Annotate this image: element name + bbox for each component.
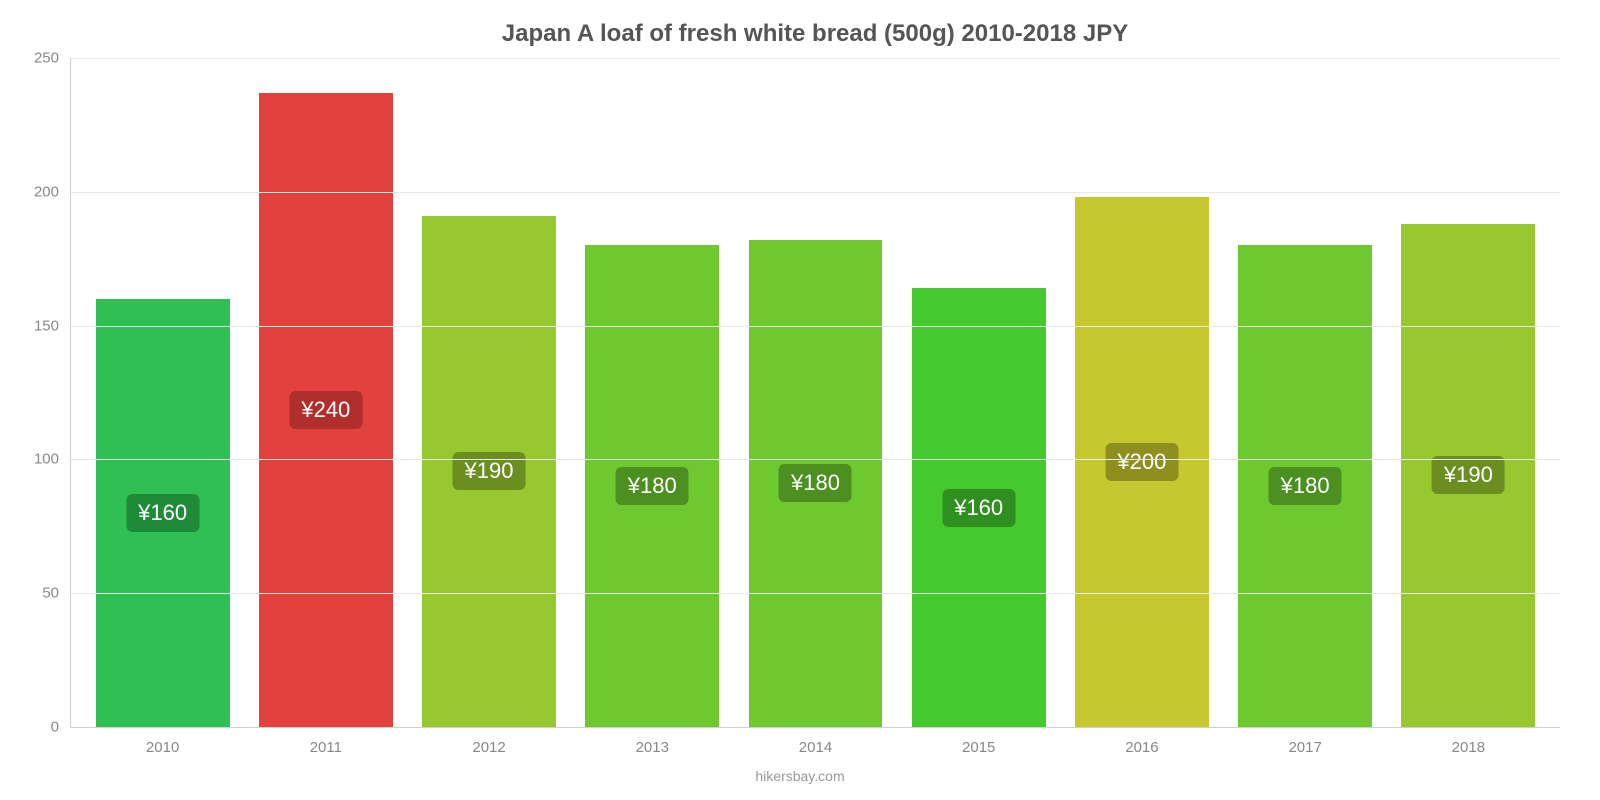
bar: ¥190 bbox=[1401, 224, 1535, 727]
bars-wrap: ¥1602010¥2402011¥1902012¥1802013¥1802014… bbox=[71, 58, 1560, 727]
y-tick-label: 200 bbox=[34, 183, 71, 200]
bar-slot: ¥1902018 bbox=[1387, 58, 1550, 727]
bar-value-label: ¥160 bbox=[942, 489, 1015, 527]
bar-value-label: ¥190 bbox=[1432, 456, 1505, 494]
bar-slot: ¥2402011 bbox=[244, 58, 407, 727]
y-tick-label: 50 bbox=[42, 585, 71, 602]
gridline bbox=[71, 58, 1560, 59]
chart-title: Japan A loaf of fresh white bread (500g)… bbox=[70, 20, 1560, 48]
bar: ¥160 bbox=[912, 288, 1046, 727]
y-tick-label: 150 bbox=[34, 317, 71, 334]
bar: ¥160 bbox=[96, 299, 230, 727]
bar-slot: ¥1802014 bbox=[734, 58, 897, 727]
bar-slot: ¥1802013 bbox=[571, 58, 734, 727]
bar-value-label: ¥200 bbox=[1105, 443, 1178, 481]
gridline bbox=[71, 326, 1560, 327]
bar-slot: ¥2002016 bbox=[1060, 58, 1223, 727]
bar-value-label: ¥180 bbox=[779, 464, 852, 502]
bar: ¥180 bbox=[1238, 245, 1372, 727]
bar-slot: ¥1902012 bbox=[407, 58, 570, 727]
bar-value-label: ¥180 bbox=[1269, 467, 1342, 505]
x-tick-label: 2017 bbox=[1288, 727, 1321, 756]
plot-area: ¥1602010¥2402011¥1902012¥1802013¥1802014… bbox=[70, 58, 1560, 728]
x-tick-label: 2015 bbox=[962, 727, 995, 756]
bar: ¥200 bbox=[1075, 197, 1209, 727]
x-tick-label: 2016 bbox=[1125, 727, 1158, 756]
bar-slot: ¥1602015 bbox=[897, 58, 1060, 727]
y-tick-label: 250 bbox=[34, 50, 71, 67]
x-tick-label: 2012 bbox=[472, 727, 505, 756]
bar-slot: ¥1602010 bbox=[81, 58, 244, 727]
y-tick-label: 0 bbox=[51, 719, 71, 736]
bar-value-label: ¥160 bbox=[126, 494, 199, 532]
bar-value-label: ¥240 bbox=[289, 391, 362, 429]
x-tick-label: 2014 bbox=[799, 727, 832, 756]
gridline bbox=[71, 192, 1560, 193]
bar-value-label: ¥180 bbox=[616, 467, 689, 505]
bar: ¥180 bbox=[585, 245, 719, 727]
x-tick-label: 2011 bbox=[310, 727, 342, 756]
bar: ¥180 bbox=[749, 240, 883, 727]
attribution: hikersbay.com bbox=[755, 768, 844, 784]
y-tick-label: 100 bbox=[34, 451, 71, 468]
bar-value-label: ¥190 bbox=[453, 452, 526, 490]
gridline bbox=[71, 459, 1560, 460]
gridline bbox=[71, 593, 1560, 594]
x-tick-label: 2018 bbox=[1452, 727, 1485, 756]
bar: ¥190 bbox=[422, 216, 556, 727]
x-tick-label: 2013 bbox=[636, 727, 669, 756]
chart-container: Japan A loaf of fresh white bread (500g)… bbox=[0, 0, 1600, 800]
bar: ¥240 bbox=[259, 93, 393, 727]
x-tick-label: 2010 bbox=[146, 727, 179, 756]
bar-slot: ¥1802017 bbox=[1224, 58, 1387, 727]
